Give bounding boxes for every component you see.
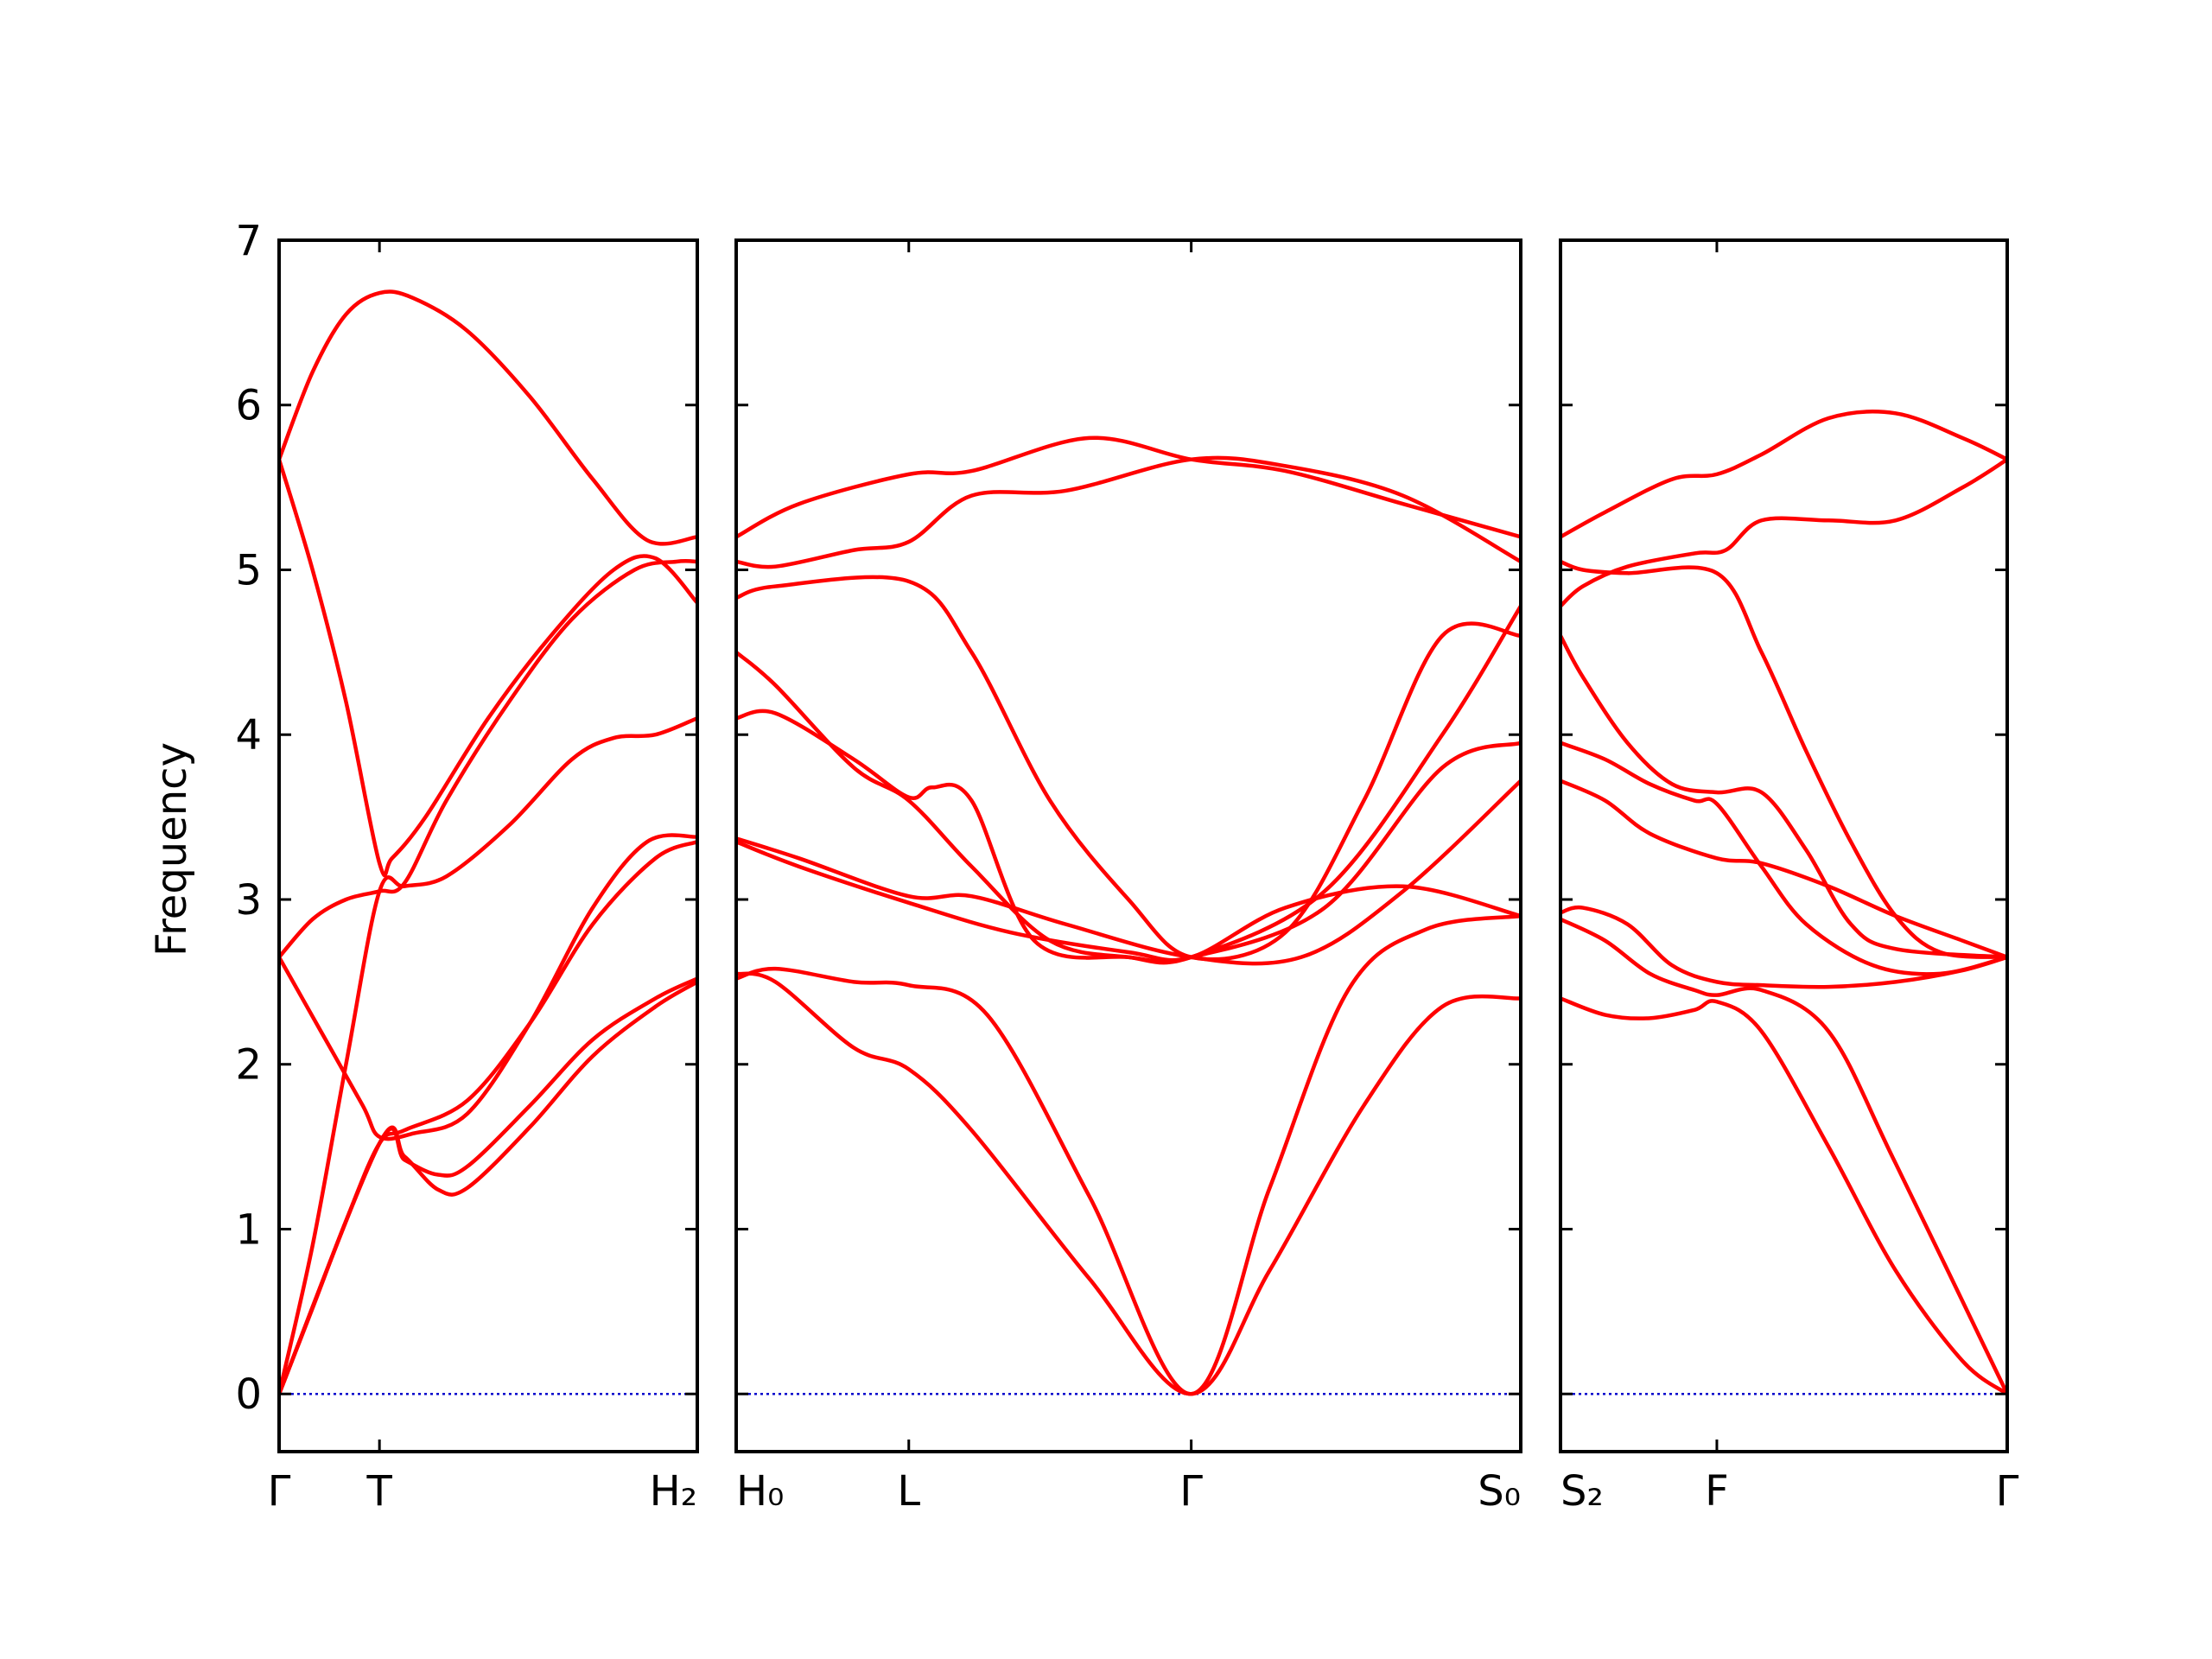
x-tick-label: Γ — [268, 1467, 291, 1516]
y-tick-label: 5 — [235, 546, 262, 594]
band-group — [736, 435, 1521, 1396]
band-line-9 — [736, 971, 1521, 1396]
y-tick-label: 1 — [235, 1205, 262, 1254]
band-line-2 — [736, 455, 1521, 569]
band-line-3 — [736, 575, 1521, 962]
band-line-4 — [279, 715, 697, 1396]
band-line-2 — [279, 457, 697, 878]
band-line-1 — [279, 289, 697, 546]
band-line-1 — [1560, 410, 2007, 539]
y-tick-label: 7 — [235, 217, 262, 265]
band-line-8 — [279, 980, 697, 1396]
x-tick-label: T — [365, 1467, 392, 1516]
y-tick-label: 4 — [235, 711, 262, 760]
band-line-8 — [736, 913, 1521, 1396]
x-tick-label: F — [1705, 1467, 1729, 1516]
x-tick-label: H₀ — [736, 1467, 784, 1516]
panel-frame — [1559, 238, 2009, 1453]
panel-2: H₀ L Γ S₀ — [734, 238, 1522, 1516]
band-line-2 — [1560, 457, 2007, 608]
band-line-7 — [736, 839, 1521, 963]
band-group — [279, 289, 697, 1396]
band-line-7 — [1560, 905, 2007, 989]
band-line-4 — [1560, 633, 2007, 960]
band-line-5 — [1560, 741, 2007, 976]
band-line-6 — [279, 839, 697, 1396]
x-tick-label: Γ — [1996, 1467, 2019, 1516]
band-line-8 — [1560, 917, 2007, 1396]
band-line-9 — [1560, 996, 2007, 1396]
x-tick-label: S₂ — [1560, 1467, 1604, 1516]
y-axis-label: Frequency — [148, 742, 196, 957]
y-tick-label: 3 — [235, 876, 262, 925]
y-tick-label: 0 — [235, 1370, 262, 1419]
x-tick-label: L — [897, 1467, 920, 1516]
x-tick-label: H₂ — [650, 1467, 697, 1516]
y-tick-label: 2 — [235, 1041, 262, 1090]
band-line-4 — [736, 604, 1521, 965]
y-tick-label: 6 — [235, 382, 262, 430]
band-line-3 — [1560, 559, 2007, 960]
band-line-6 — [736, 779, 1521, 966]
band-line-6 — [1560, 779, 2007, 960]
band-line-5 — [279, 833, 697, 1141]
panel-3: S₂ F Γ — [1559, 238, 2019, 1516]
band-line-7 — [279, 976, 697, 1396]
band-line-5 — [736, 709, 1521, 963]
band-group — [1560, 410, 2007, 1396]
band-line-1 — [736, 435, 1521, 539]
band-line-3 — [279, 559, 697, 960]
y-tick-labels: 0 1 2 3 4 5 6 7 — [235, 217, 262, 1419]
panel-frame — [734, 238, 1522, 1453]
panels-layer: Γ T H₂ H₀ L Γ S₀ S₂ F Γ — [268, 238, 2019, 1516]
x-tick-label: S₀ — [1478, 1467, 1521, 1516]
panel-1: Γ T H₂ — [268, 238, 699, 1516]
panel-frame — [277, 238, 699, 1453]
x-tick-label: Γ — [1179, 1467, 1203, 1516]
